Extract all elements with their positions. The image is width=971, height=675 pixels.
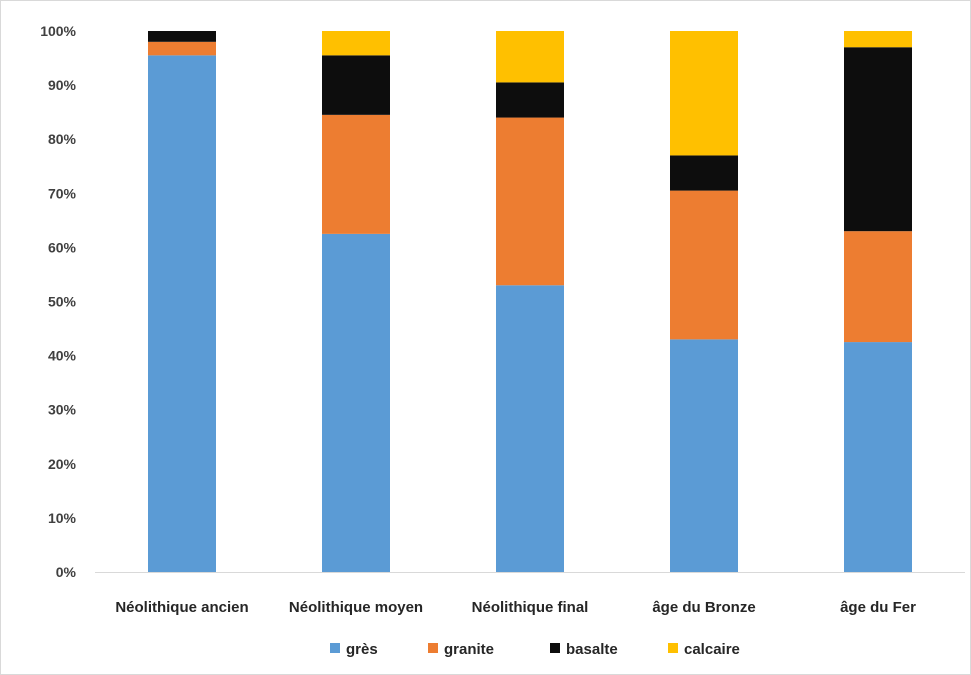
x-category-label: âge du Fer bbox=[840, 599, 916, 616]
x-category-label: Néolithique final bbox=[472, 599, 589, 616]
x-category-label: Néolithique ancien bbox=[115, 599, 248, 616]
legend-label: calcaire bbox=[684, 641, 740, 658]
bar-granite-2 bbox=[322, 114, 390, 234]
y-tick-label: 30% bbox=[48, 402, 77, 418]
y-axis-ticks: 0% 10% 20% 30% 40% 50% 60% 70% 80% 90% 100% bbox=[40, 23, 76, 580]
bar-granite-1 bbox=[148, 41, 216, 56]
y-tick-label: 70% bbox=[48, 185, 77, 201]
y-tick-label: 40% bbox=[48, 348, 77, 364]
bar-grès-5 bbox=[844, 342, 912, 572]
bar-grès-1 bbox=[148, 55, 216, 573]
legend-label: basalte bbox=[566, 641, 618, 658]
bar-grès-3 bbox=[496, 285, 564, 572]
bar-basalte-3 bbox=[496, 82, 564, 118]
bar-basalte-1 bbox=[148, 31, 216, 42]
legend-swatch-basalte bbox=[550, 643, 560, 653]
x-category-label: âge du Bronze bbox=[652, 599, 755, 616]
y-tick-label: 50% bbox=[48, 294, 77, 310]
y-tick-label: 10% bbox=[48, 510, 77, 526]
legend-label: grès bbox=[346, 641, 378, 658]
bar-basalte-4 bbox=[670, 155, 738, 191]
y-tick-label: 80% bbox=[48, 131, 77, 147]
bar-granite-4 bbox=[670, 190, 738, 340]
bars bbox=[148, 31, 912, 573]
x-category-label: Néolithique moyen bbox=[289, 599, 423, 616]
legend-swatch-granite bbox=[428, 643, 438, 653]
bar-grès-4 bbox=[670, 339, 738, 572]
legend: grès granite basalte calcaire bbox=[330, 641, 740, 658]
bar-basalte-2 bbox=[322, 55, 390, 115]
bar-calcaire-3 bbox=[496, 31, 564, 83]
bar-granite-5 bbox=[844, 231, 912, 343]
bar-calcaire-2 bbox=[322, 31, 390, 56]
bar-grès-2 bbox=[322, 233, 390, 572]
legend-swatch-calcaire bbox=[668, 643, 678, 653]
y-tick-label: 100% bbox=[40, 23, 76, 39]
bar-calcaire-5 bbox=[844, 31, 912, 48]
legend-label: granite bbox=[444, 641, 494, 658]
y-tick-label: 90% bbox=[48, 77, 77, 93]
bar-calcaire-4 bbox=[670, 31, 738, 156]
y-tick-label: 20% bbox=[48, 456, 77, 472]
bar-granite-3 bbox=[496, 117, 564, 286]
bar-basalte-5 bbox=[844, 47, 912, 232]
y-tick-label: 60% bbox=[48, 239, 77, 255]
y-tick-label: 0% bbox=[56, 564, 77, 580]
legend-swatch-grès bbox=[330, 643, 340, 653]
